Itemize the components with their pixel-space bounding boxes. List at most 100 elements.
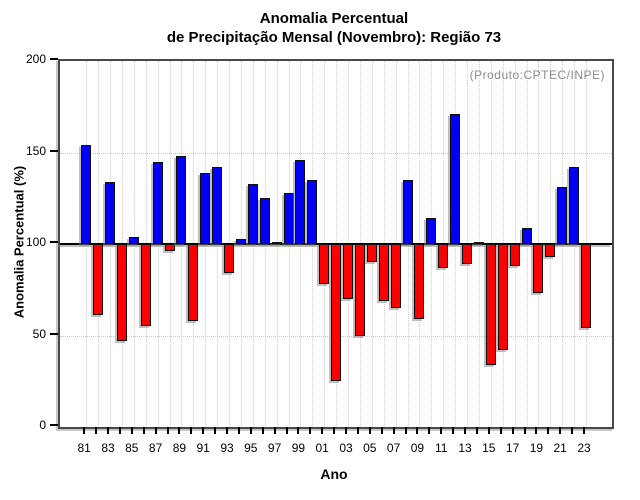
x-tick-mark	[368, 427, 371, 434]
x-tick-mark	[214, 427, 217, 434]
x-tick-mark	[535, 427, 538, 434]
x-tick-mark	[107, 427, 109, 434]
x-tick-mark	[464, 427, 466, 434]
x-tick-label: 81	[77, 441, 91, 455]
x-tick-label: 01	[315, 441, 329, 455]
x-tick-mark	[178, 427, 181, 434]
x-tick-mark	[440, 427, 443, 434]
x-tick-mark	[273, 427, 276, 434]
x-tick-mark	[404, 427, 407, 434]
source-annotation: (Produto:CPTEC/INPE)	[469, 68, 605, 82]
y-tick-mark	[50, 241, 58, 243]
chart-title: Anomalia Percentual de Precipitação Mens…	[58, 9, 610, 47]
x-tick-label: 87	[148, 441, 163, 455]
bar-05	[366, 244, 377, 263]
bar-95	[247, 183, 258, 244]
x-tick-label: 93	[220, 441, 234, 455]
y-tick-mark	[50, 58, 58, 60]
x-tick-label: 85	[125, 441, 139, 455]
chart-title-line2: de Precipitação Mensal (Novembro): Regiã…	[166, 29, 502, 46]
bar-03	[343, 244, 353, 299]
x-tick-mark	[499, 427, 502, 434]
x-tick-mark	[559, 427, 562, 434]
x-tick-mark	[95, 427, 98, 434]
bar-21	[557, 187, 568, 244]
bar-17	[509, 244, 520, 266]
y-tick-label: 100	[25, 235, 46, 249]
x-tick-mark	[249, 427, 252, 434]
x-tick-mark	[333, 427, 336, 434]
x-tick-label: 09	[410, 441, 425, 455]
bar-81	[81, 145, 92, 244]
bar-19	[533, 244, 544, 294]
x-tick-mark	[166, 427, 169, 434]
x-tick-mark	[226, 427, 228, 434]
x-tick-mark	[475, 427, 478, 434]
x-tick-mark	[511, 427, 514, 434]
y-tick-label: 50	[32, 326, 46, 341]
x-tick-label: 05	[363, 441, 377, 455]
x-tick-mark	[118, 427, 121, 434]
bar-86	[140, 244, 151, 327]
bar-85	[128, 236, 139, 244]
bar-92	[212, 167, 223, 244]
y-tick-label: 200	[25, 52, 46, 66]
bar-10	[426, 218, 437, 244]
bar-09	[414, 244, 425, 320]
x-tick-mark	[428, 427, 431, 434]
plot-area: (Produto:CPTEC/INPE)	[58, 59, 614, 429]
bar-15	[485, 244, 496, 365]
x-tick-label: 07	[386, 441, 401, 455]
x-tick-mark	[392, 427, 395, 434]
x-tick-mark	[571, 427, 574, 434]
x-tick-mark	[202, 427, 205, 434]
bar-08	[402, 179, 413, 244]
x-tick-mark	[452, 427, 455, 434]
bar-22	[569, 167, 580, 244]
bar-00	[307, 179, 318, 244]
bar-16	[497, 244, 508, 351]
bar-93	[224, 244, 234, 274]
x-tick-label: 89	[172, 441, 187, 455]
bar-89	[176, 156, 187, 244]
bar-12	[450, 114, 461, 244]
x-tick-mark	[297, 427, 300, 434]
y-tick-label: 0	[39, 418, 46, 432]
x-tick-mark	[285, 427, 288, 434]
x-tick-mark	[356, 427, 359, 434]
x-tick-label: 23	[577, 441, 591, 455]
chart-title-line1: Anomalia Percentual	[259, 10, 409, 27]
x-tick-mark	[261, 427, 264, 434]
bar-04	[354, 244, 365, 336]
x-tick-mark	[416, 427, 419, 434]
y-tick-mark	[50, 332, 58, 335]
bar-98	[283, 192, 294, 244]
bar-88	[164, 244, 175, 252]
x-tick-label: 91	[196, 441, 210, 455]
x-tick-mark	[309, 427, 312, 434]
bar-99	[295, 159, 306, 244]
x-tick-mark	[130, 427, 133, 434]
x-tick-label: 95	[244, 441, 258, 455]
x-tick-mark	[142, 427, 145, 434]
bar-84	[116, 244, 127, 341]
x-tick-label: 17	[505, 441, 520, 455]
x-tick-label: 13	[458, 441, 472, 455]
bar-97	[271, 242, 282, 244]
bar-82	[93, 244, 104, 316]
bar-06	[378, 244, 389, 301]
bar-01	[319, 244, 330, 285]
x-tick-mark	[321, 427, 324, 434]
x-tick-mark	[154, 427, 157, 434]
bar-13	[462, 244, 472, 265]
bar-83	[105, 181, 115, 244]
y-tick-mark	[50, 424, 58, 426]
bar-18	[521, 227, 532, 244]
y-tick-mark	[50, 149, 58, 152]
x-tick-mark	[237, 427, 240, 434]
bar-94	[235, 238, 246, 244]
x-tick-label: 15	[482, 441, 496, 455]
bar-14	[473, 242, 484, 244]
x-tick-label: 03	[339, 441, 353, 455]
